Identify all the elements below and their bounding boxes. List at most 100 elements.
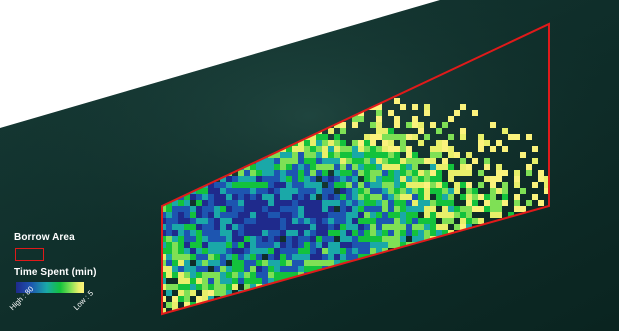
grid-cell bbox=[220, 248, 226, 254]
grid-cell bbox=[238, 170, 244, 176]
grid-cell bbox=[358, 194, 364, 200]
grid-cell bbox=[358, 242, 364, 248]
grid-cell bbox=[358, 224, 364, 230]
grid-cell bbox=[172, 302, 178, 308]
grid-cell bbox=[424, 176, 430, 182]
grid-cell bbox=[334, 260, 340, 266]
grid-cell bbox=[430, 176, 436, 182]
grid-cell bbox=[340, 218, 346, 224]
grid-cell bbox=[340, 176, 346, 182]
grid-cell bbox=[418, 176, 424, 182]
grid-cell bbox=[286, 242, 292, 248]
grid-cell bbox=[352, 182, 358, 188]
grid-cell bbox=[340, 146, 346, 152]
grid-cell bbox=[388, 146, 394, 152]
grid-cell bbox=[394, 242, 400, 248]
grid-cell bbox=[274, 272, 280, 278]
grid-cell bbox=[184, 254, 190, 260]
grid-cell bbox=[184, 194, 190, 200]
grid-cell bbox=[340, 212, 346, 218]
grid-cell bbox=[382, 230, 388, 236]
grid-cell bbox=[334, 146, 340, 152]
grid-cell bbox=[418, 194, 424, 200]
grid-cell bbox=[376, 242, 382, 248]
grid-cell bbox=[322, 230, 328, 236]
grid-cell bbox=[280, 248, 286, 254]
grid-cell bbox=[286, 158, 292, 164]
grid-cell bbox=[262, 182, 268, 188]
grid-cell bbox=[220, 278, 226, 284]
grid-cell bbox=[406, 158, 412, 164]
grid-cell bbox=[400, 194, 406, 200]
grid-cell bbox=[202, 284, 208, 290]
grid-cell bbox=[238, 260, 244, 266]
grid-cell bbox=[460, 212, 466, 218]
grid-cell bbox=[322, 158, 328, 164]
grid-cell bbox=[436, 212, 442, 218]
grid-cell bbox=[232, 182, 238, 188]
grid-cell bbox=[208, 236, 214, 242]
grid-cell bbox=[220, 236, 226, 242]
grid-cell bbox=[202, 224, 208, 230]
grid-cell bbox=[382, 146, 388, 152]
grid-cell bbox=[430, 182, 436, 188]
grid-cell bbox=[376, 116, 382, 122]
grid-cell bbox=[316, 188, 322, 194]
grid-cell bbox=[328, 152, 334, 158]
grid-cell bbox=[298, 146, 304, 152]
grid-cell bbox=[244, 194, 250, 200]
grid-cell bbox=[298, 182, 304, 188]
grid-cell bbox=[274, 254, 280, 260]
grid-cell bbox=[502, 146, 508, 152]
grid-cell bbox=[280, 242, 286, 248]
grid-cell bbox=[220, 182, 226, 188]
grid-cell bbox=[484, 140, 490, 146]
grid-cell bbox=[334, 152, 340, 158]
grid-cell bbox=[178, 290, 184, 296]
grid-cell bbox=[466, 182, 472, 188]
grid-cell bbox=[274, 182, 280, 188]
grid-cell bbox=[190, 236, 196, 242]
grid-cell bbox=[412, 158, 418, 164]
grid-cell bbox=[202, 194, 208, 200]
grid-cell bbox=[346, 248, 352, 254]
grid-cell bbox=[412, 230, 418, 236]
grid-cell bbox=[172, 266, 178, 272]
grid-cell bbox=[298, 242, 304, 248]
grid-cell bbox=[364, 200, 370, 206]
grid-cell bbox=[214, 182, 220, 188]
grid-cell bbox=[382, 218, 388, 224]
grid-cell bbox=[298, 236, 304, 242]
grid-cell bbox=[214, 236, 220, 242]
grid-cell bbox=[334, 158, 340, 164]
grid-cell bbox=[358, 170, 364, 176]
grid-cell bbox=[490, 182, 496, 188]
grid-cell bbox=[412, 218, 418, 224]
grid-cell bbox=[472, 158, 478, 164]
grid-cell bbox=[196, 218, 202, 224]
grid-cell bbox=[364, 146, 370, 152]
grid-cell bbox=[310, 236, 316, 242]
grid-cell bbox=[304, 188, 310, 194]
grid-cell bbox=[496, 164, 502, 170]
grid-cell bbox=[412, 104, 418, 110]
grid-cell bbox=[370, 224, 376, 230]
grid-cell bbox=[226, 272, 232, 278]
grid-cell bbox=[250, 170, 256, 176]
grid-cell bbox=[412, 194, 418, 200]
grid-cell bbox=[352, 188, 358, 194]
grid-cell bbox=[226, 182, 232, 188]
grid-cell bbox=[220, 176, 226, 182]
grid-cell bbox=[220, 206, 226, 212]
grid-cell bbox=[328, 248, 334, 254]
grid-cell bbox=[244, 188, 250, 194]
grid-cell bbox=[364, 170, 370, 176]
grid-cell bbox=[238, 218, 244, 224]
grid-cell bbox=[394, 98, 400, 104]
grid-cell bbox=[298, 164, 304, 170]
grid-cell bbox=[292, 206, 298, 212]
grid-cell bbox=[412, 212, 418, 218]
grid-cell bbox=[256, 236, 262, 242]
grid-cell bbox=[400, 218, 406, 224]
grid-cell bbox=[184, 212, 190, 218]
